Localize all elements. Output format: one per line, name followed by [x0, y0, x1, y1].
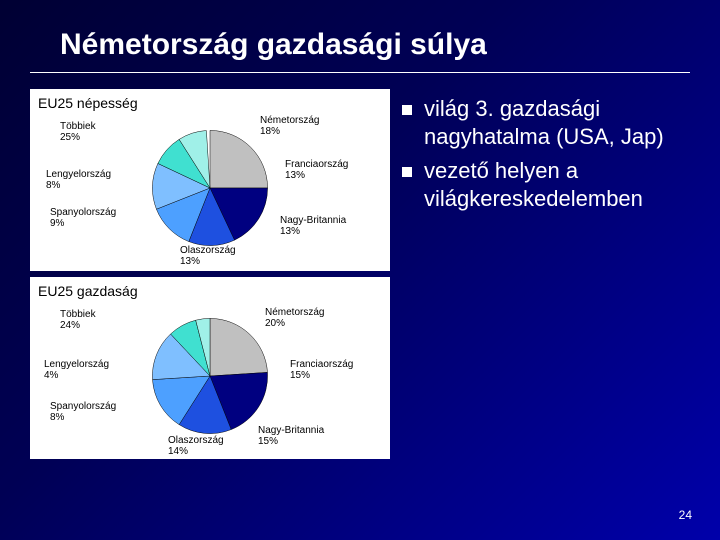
pie-label: Nagy-Britannia13%: [280, 215, 346, 237]
chart-panel-economy: EU25 gazdaság Többiek24% Németország20% Fr…: [30, 277, 390, 459]
pie-label: Spanyolország8%: [50, 401, 116, 423]
chart-panel-population: EU25 népesség Többiek25% Németország18% Fr…: [30, 89, 390, 271]
pie-label: Franciaország15%: [290, 359, 353, 381]
pie-slice: [210, 130, 268, 188]
pie-label: Lengyelország4%: [44, 359, 109, 381]
bullet-square-icon: [402, 167, 412, 177]
bullet-text: vezető helyen a világkereskedelemben: [424, 157, 700, 213]
pie-label: Franciaország13%: [285, 159, 348, 181]
pie-label: Lengyelország8%: [46, 169, 111, 191]
page-number: 24: [679, 508, 692, 522]
bullet-list: világ 3. gazdasági nagyhatalma (USA, Jap…: [402, 95, 700, 214]
slide-title: Németország gazdasági súlya: [0, 0, 720, 72]
chart1-pie: Többiek25% Németország18% Franciaország13%…: [40, 113, 380, 263]
charts-column: EU25 népesség Többiek25% Németország18% Fr…: [30, 89, 390, 459]
bullet-item: világ 3. gazdasági nagyhatalma (USA, Jap…: [402, 95, 700, 151]
pie-label: Többiek24%: [60, 309, 96, 331]
pie-label: Németország18%: [260, 115, 319, 137]
bullets-column: világ 3. gazdasági nagyhatalma (USA, Jap…: [402, 89, 700, 459]
chart2-title: EU25 gazdaság: [38, 283, 382, 299]
pie-label: Spanyolország9%: [50, 207, 116, 229]
bullet-square-icon: [402, 105, 412, 115]
pie-label: Olaszország14%: [168, 435, 224, 457]
bullet-item: vezető helyen a világkereskedelemben: [402, 157, 700, 213]
content-area: EU25 népesség Többiek25% Németország18% Fr…: [0, 73, 720, 459]
chart1-title: EU25 népesség: [38, 95, 382, 111]
pie-label: Olaszország13%: [180, 245, 236, 267]
chart2-pie: Többiek24% Németország20% Franciaország15%…: [40, 301, 380, 451]
pie-label: Nagy-Britannia15%: [258, 425, 324, 447]
pie-slice: [210, 318, 267, 376]
bullet-text: világ 3. gazdasági nagyhatalma (USA, Jap…: [424, 95, 700, 151]
pie-label: Többiek25%: [60, 121, 96, 143]
pie-label: Németország20%: [265, 307, 324, 329]
